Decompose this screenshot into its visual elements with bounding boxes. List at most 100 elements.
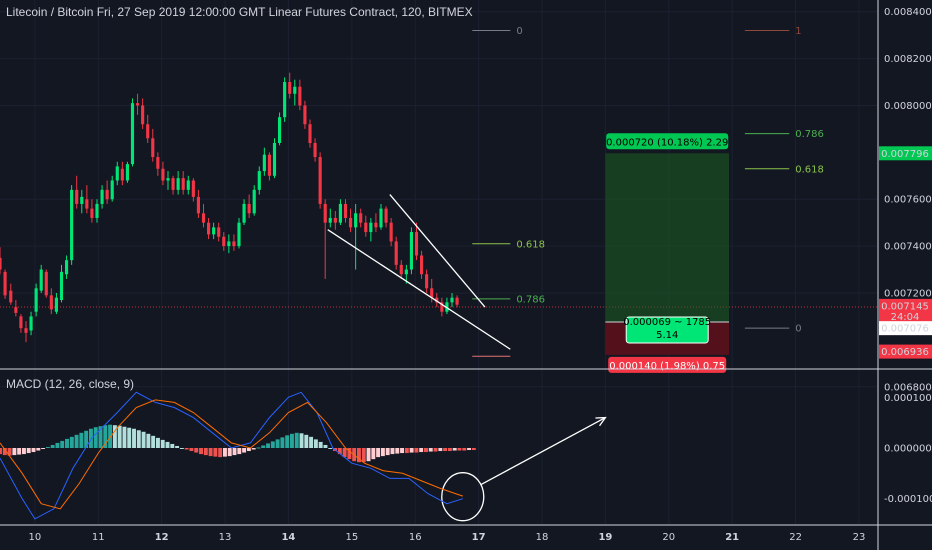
macd-histogram-bar [237, 448, 242, 455]
candle-body [308, 124, 312, 143]
price-axis-badge-text: 0.006936 [881, 347, 929, 358]
macd-histogram-bar [318, 441, 323, 448]
macd-histogram-bar [323, 444, 328, 448]
annotation-arrow[interactable] [480, 417, 606, 486]
macd-histogram-bar [304, 434, 309, 448]
fib-left-level-label: 0.618 [516, 239, 545, 250]
macd-histogram-bar [289, 433, 294, 448]
candle-body [242, 203, 246, 223]
annotation-circle[interactable] [441, 472, 485, 522]
macd-histogram-bar [60, 440, 65, 448]
candle-body [348, 217, 353, 228]
macd-histogram-bar [189, 448, 194, 452]
macd-histogram-bar [424, 448, 428, 453]
candle-body [237, 222, 241, 247]
fib-retracement[interactable]: 0 0.618 0.786 1 0.786 0.618 0 [472, 26, 824, 357]
candle-body [206, 222, 211, 235]
candle-body [130, 103, 135, 165]
price-axis-badge [879, 298, 932, 313]
x-tick-label: 11 [92, 532, 105, 543]
target-badge-text: 0.000720 (10.18%) 2.29 [606, 137, 728, 148]
macd-histogram-bar [414, 448, 419, 453]
candle-body [252, 189, 256, 214]
macd-histogram-bar [246, 448, 251, 452]
macd-histogram-bar [419, 448, 424, 453]
candle-body [171, 178, 175, 190]
macd-histogram-bar [299, 433, 304, 448]
candle-body [435, 297, 439, 303]
price-axis-badge [879, 321, 932, 336]
target-badge [606, 133, 729, 150]
macd-histogram-bar [108, 424, 113, 448]
macd-histogram-bar [275, 439, 280, 448]
candle-body [212, 227, 216, 235]
macd-histogram-bar [385, 448, 390, 456]
candle-body [328, 217, 332, 223]
candle-body [196, 196, 200, 214]
candle-body [227, 241, 231, 247]
candle-body [399, 264, 403, 275]
macd-histogram-bar [17, 448, 22, 455]
wedge-trendline[interactable] [389, 194, 486, 308]
candle-body [70, 189, 74, 261]
fib-right-level-label: 0 [795, 324, 801, 335]
macd-histogram-bar [266, 443, 270, 448]
candle-body [166, 178, 170, 181]
candle-body [100, 189, 104, 204]
price-tick-label: 0.007600 [884, 195, 932, 206]
macd-histogram-bar [361, 448, 366, 463]
candle-body [267, 154, 271, 176]
macd-histogram-bar [170, 443, 175, 448]
candle-body [298, 86, 302, 106]
macd-histogram-bar [88, 428, 93, 448]
macd-tick-label: 0.000100 [884, 393, 932, 404]
candle-body [247, 203, 251, 214]
drawings[interactable] [327, 194, 607, 522]
macd-histogram-bar [175, 445, 180, 448]
price-axis-badge [879, 146, 932, 161]
macd-histogram-bar [65, 438, 69, 448]
candle-body [80, 196, 84, 204]
candle-body [64, 260, 69, 275]
candle-body [455, 297, 459, 305]
wedge-trendline[interactable] [327, 229, 511, 350]
macd-histogram-bar [45, 446, 50, 448]
macd-histogram-bar [112, 425, 117, 448]
x-tick-label: 20 [662, 532, 675, 543]
position-tool[interactable]: 0.000720 (10.18%) 2.29 0.000069 ~ 1785 5.1… [605, 133, 730, 373]
macd-histogram-bar [357, 448, 361, 463]
candle-body [49, 295, 53, 310]
macd-histogram-bar [199, 448, 203, 455]
price-tick-label: 0.008400 [884, 7, 932, 18]
macd-histogram-bar [462, 448, 467, 451]
macd-histogram-bar [438, 448, 443, 452]
entry-badge [625, 316, 709, 344]
candle-body [19, 316, 23, 329]
candle-body [338, 203, 342, 223]
profit-zone[interactable] [605, 153, 730, 323]
fib-right-level-label: 1 [795, 26, 801, 37]
macd-histogram-bar [409, 448, 414, 453]
macd-histogram-bar [213, 448, 218, 457]
macd-histogram-bar [447, 448, 452, 452]
macd-histogram-bar [26, 448, 31, 454]
candle-body [135, 103, 140, 106]
candle-body [374, 222, 378, 228]
candle-body [333, 217, 337, 223]
macd-histogram-bar [203, 448, 208, 456]
candle-body [9, 290, 13, 303]
fib-left-level-label: 0 [516, 26, 522, 37]
entry-badge-text: 0.000069 ~ 1785 [623, 317, 711, 328]
x-tick-label: 10 [28, 532, 41, 543]
candle-body [262, 154, 266, 172]
macd-histogram-bar [165, 441, 170, 448]
candle-body [75, 189, 79, 204]
macd-histogram-bar [98, 426, 103, 448]
price-axis-badge [879, 344, 932, 359]
candle-body [359, 213, 363, 223]
macd-histogram-bar [0, 448, 2, 455]
candle-body [232, 241, 236, 247]
candle-body [364, 222, 368, 233]
